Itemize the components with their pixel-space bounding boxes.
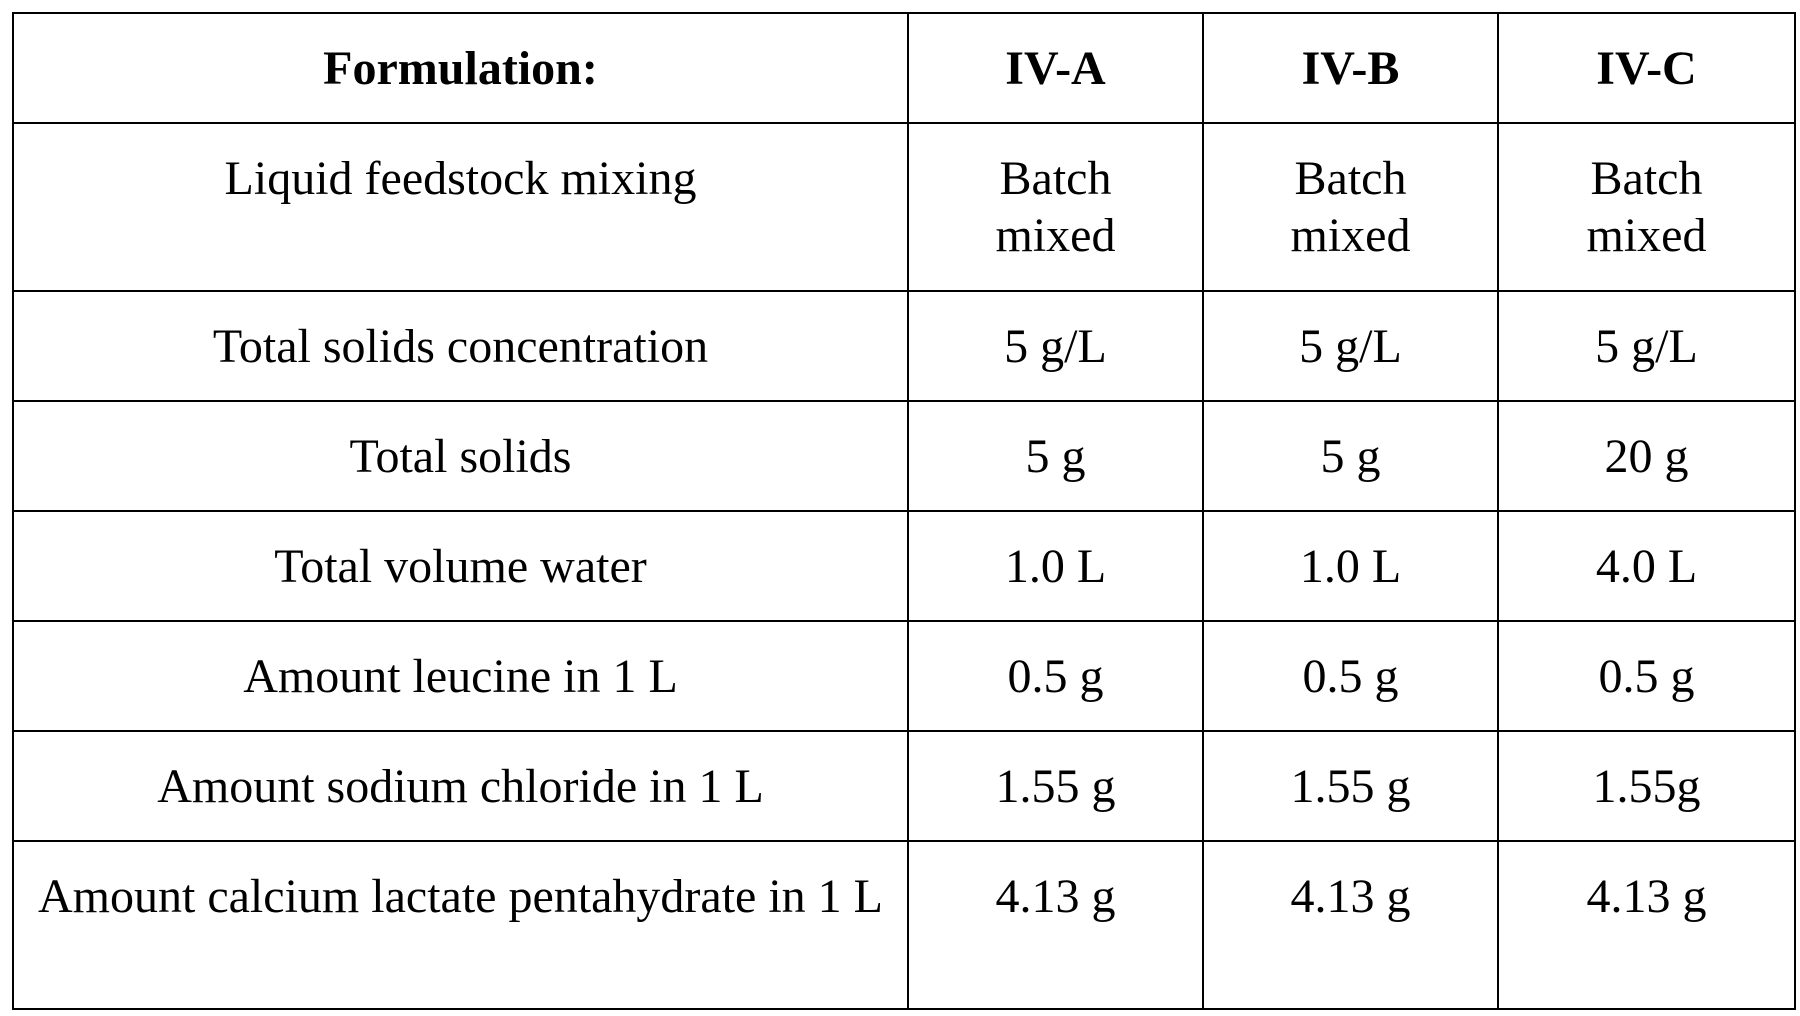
- header-label: Formulation:: [13, 13, 908, 123]
- table-cell: 5 g/L: [1203, 291, 1498, 401]
- table-cell: 1.0 L: [908, 511, 1203, 621]
- cell-value: Batch mixed: [1281, 150, 1421, 264]
- table-cell: 1.55 g: [908, 731, 1203, 841]
- table-cell: Batch mixed: [1203, 123, 1498, 291]
- header-row: Formulation: IV-A IV-B IV-C: [13, 13, 1795, 123]
- row-label: Liquid feedstock mixing: [13, 123, 908, 291]
- table-row: Amount calcium lactate pentahydrate in 1…: [13, 841, 1795, 1009]
- formulation-table: Formulation: IV-A IV-B IV-C Liquid feeds…: [12, 12, 1796, 1010]
- table-cell: 0.5 g: [1498, 621, 1795, 731]
- row-label: Total solids concentration: [13, 291, 908, 401]
- table-cell: 4.13 g: [1498, 841, 1795, 1009]
- table-row: Total solids 5 g 5 g 20 g: [13, 401, 1795, 511]
- table-row: Liquid feedstock mixing Batch mixed Batc…: [13, 123, 1795, 291]
- table-cell: 1.55 g: [1203, 731, 1498, 841]
- table-cell: 5 g/L: [1498, 291, 1795, 401]
- table-row: Total solids concentration 5 g/L 5 g/L 5…: [13, 291, 1795, 401]
- cell-value: Batch mixed: [986, 150, 1126, 264]
- table-cell: 4.0 L: [1498, 511, 1795, 621]
- table-cell: 5 g: [908, 401, 1203, 511]
- column-header-iv-c: IV-C: [1498, 13, 1795, 123]
- table-cell: 0.5 g: [1203, 621, 1498, 731]
- table-cell: 0.5 g: [908, 621, 1203, 731]
- row-label: Amount leucine in 1 L: [13, 621, 908, 731]
- table-row: Amount sodium chloride in 1 L 1.55 g 1.5…: [13, 731, 1795, 841]
- table-cell: 20 g: [1498, 401, 1795, 511]
- table-cell: 1.0 L: [1203, 511, 1498, 621]
- table-row: Total volume water 1.0 L 1.0 L 4.0 L: [13, 511, 1795, 621]
- row-label: Total solids: [13, 401, 908, 511]
- table-cell: 1.55g: [1498, 731, 1795, 841]
- table-cell: 4.13 g: [1203, 841, 1498, 1009]
- row-label: Total volume water: [13, 511, 908, 621]
- column-header-iv-b: IV-B: [1203, 13, 1498, 123]
- column-header-iv-a: IV-A: [908, 13, 1203, 123]
- cell-value: Batch mixed: [1577, 150, 1717, 264]
- table-cell: Batch mixed: [1498, 123, 1795, 291]
- table-row: Amount leucine in 1 L 0.5 g 0.5 g 0.5 g: [13, 621, 1795, 731]
- table-cell: 4.13 g: [908, 841, 1203, 1009]
- table-cell: 5 g: [1203, 401, 1498, 511]
- row-label: Amount calcium lactate pentahydrate in 1…: [13, 841, 908, 1009]
- table-cell: 5 g/L: [908, 291, 1203, 401]
- row-label: Amount sodium chloride in 1 L: [13, 731, 908, 841]
- table-cell: Batch mixed: [908, 123, 1203, 291]
